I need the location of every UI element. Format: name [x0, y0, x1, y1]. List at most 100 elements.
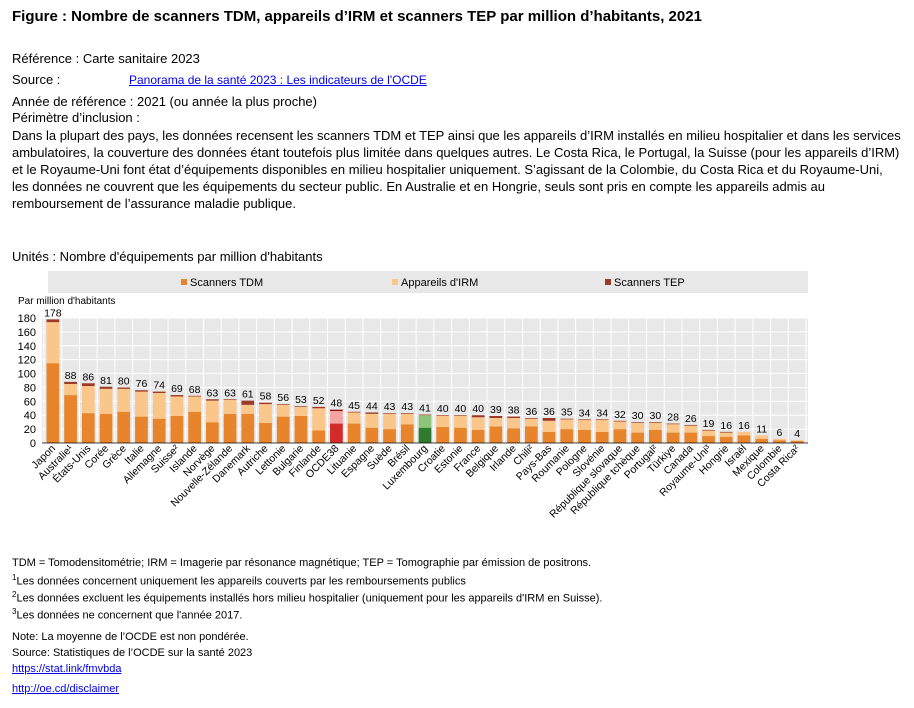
bar-segment	[259, 402, 272, 405]
bar-segment	[755, 435, 769, 439]
data-label: 86	[82, 371, 94, 383]
data-label: 36	[525, 406, 537, 418]
data-label: 52	[313, 395, 325, 407]
data-label: 38	[508, 405, 520, 417]
bar-segment	[560, 419, 574, 430]
data-label: 61	[242, 389, 254, 401]
footnote-1: 1Les données concernent uniquement les a…	[12, 573, 466, 588]
bar-segment	[330, 411, 343, 424]
bar-segment	[702, 436, 715, 443]
footnote-2: 2Les données excluent les équipements in…	[12, 590, 602, 605]
data-label: 30	[650, 410, 662, 422]
bar-segment	[259, 404, 272, 423]
bar-segment	[383, 429, 396, 443]
bar-segment	[737, 435, 751, 443]
bar-segment	[578, 420, 591, 430]
source-link[interactable]: Panorama de la santé 2023 : Les indicate…	[129, 73, 427, 87]
bar-segment	[383, 413, 396, 414]
bar-segment	[471, 417, 485, 430]
data-label: 16	[738, 420, 750, 432]
bar-segment	[595, 420, 609, 432]
bar-segment	[135, 390, 148, 392]
data-label: 30	[632, 410, 644, 422]
bar-segment	[365, 412, 379, 414]
data-label: 81	[100, 375, 112, 387]
bar-segment	[595, 431, 609, 443]
data-label: 80	[118, 375, 130, 387]
footnote-2-text: Les données excluent les équipements ins…	[16, 592, 603, 605]
bar-segment	[773, 438, 786, 441]
bar-segment	[81, 383, 95, 387]
data-label: 40	[455, 403, 467, 415]
bar-segment	[542, 431, 556, 443]
bar-segment	[117, 388, 131, 412]
legend-box	[48, 271, 808, 293]
bar-segment	[560, 429, 574, 443]
bar-segment	[294, 406, 308, 407]
bar-segment	[276, 416, 290, 443]
disclaimer-link[interactable]: http://oe.cd/disclaimer	[12, 683, 119, 695]
bar-segment	[312, 430, 326, 443]
bar-segment	[719, 431, 733, 433]
y-tick-label: 80	[24, 382, 36, 394]
bar-segment	[400, 424, 414, 443]
data-label: 178	[44, 307, 62, 319]
bar-segment	[613, 421, 627, 430]
bar-segment	[312, 406, 326, 409]
y-tick-label: 60	[24, 396, 36, 408]
bar-segment	[436, 415, 450, 416]
data-label: 34	[579, 407, 591, 419]
bar-segment	[648, 422, 662, 423]
bar-segment	[205, 400, 219, 423]
bar-segment	[117, 411, 131, 443]
bar-segment	[613, 420, 627, 422]
bar-segment	[81, 386, 95, 414]
bar-segment	[241, 400, 255, 405]
y-tick-label: 0	[30, 438, 36, 450]
bar-segment	[666, 432, 680, 443]
bar-segment	[99, 386, 113, 389]
scope-label: Périmètre d’inclusion :	[12, 110, 140, 125]
legend-label: Scanners TEP	[614, 277, 685, 289]
bar-segment	[755, 438, 769, 443]
bar-segment	[454, 415, 467, 416]
bar-segment	[524, 418, 538, 419]
bar-segment	[666, 423, 680, 425]
bar-segment	[471, 429, 485, 443]
data-label: 40	[472, 403, 484, 415]
data-label: 36	[543, 406, 555, 418]
bar-segment	[507, 428, 520, 443]
data-label: 32	[614, 409, 626, 421]
data-label: 43	[401, 401, 413, 413]
y-tick-label: 120	[18, 355, 36, 367]
data-label: 28	[667, 412, 679, 424]
bar-segment	[152, 418, 166, 443]
bar-segment	[436, 415, 450, 428]
bar-segment	[383, 413, 396, 430]
bar-segment	[400, 413, 414, 425]
data-label: 39	[490, 404, 502, 416]
bar-segment	[489, 426, 503, 443]
bar-segment	[135, 416, 148, 443]
y-tick-label: 40	[24, 410, 36, 422]
data-label: 19	[703, 418, 715, 430]
statlink[interactable]: https://stat.link/fmvbda	[12, 663, 122, 675]
y-tick-label: 160	[18, 327, 36, 339]
bar-segment	[595, 419, 609, 421]
bar-segment	[702, 429, 715, 431]
data-label: 58	[260, 391, 272, 403]
bar-segment	[684, 424, 698, 426]
legend-label: Appareils d'IRM	[401, 277, 478, 289]
bar-segment	[188, 396, 202, 412]
bar-segment	[64, 381, 77, 384]
footnote-2-mark: 2	[12, 590, 17, 599]
data-label: 56	[277, 392, 289, 404]
legend-swatch	[392, 279, 398, 285]
bar-segment	[46, 322, 60, 364]
reference-year: Année de référence : 2021 (ou année la p…	[12, 94, 317, 109]
footnote-1-mark: 1	[12, 573, 17, 582]
footnote-abbreviations: TDM = Tomodensitométrie; IRM = Imagerie …	[12, 557, 592, 569]
bar-segment	[276, 404, 290, 417]
source-note: Source: Statistiques de l’OCDE sur la sa…	[12, 647, 253, 659]
bar-segment	[64, 395, 77, 443]
